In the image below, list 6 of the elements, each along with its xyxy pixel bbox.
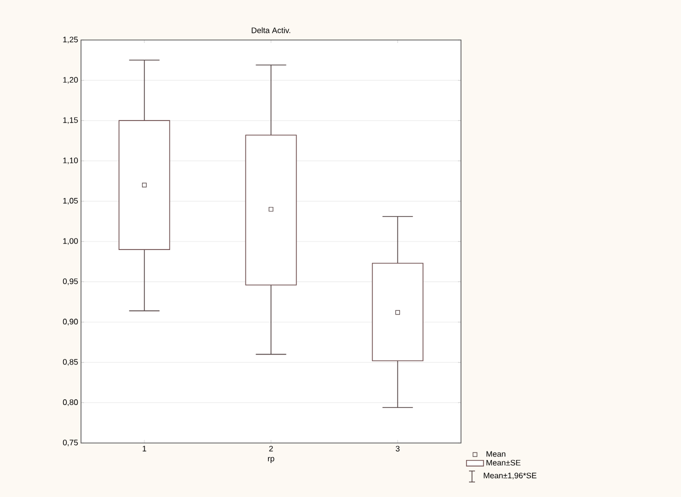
bar	[118, 120, 170, 250]
point	[395, 310, 400, 315]
point	[142, 182, 147, 188]
bar	[245, 134, 297, 286]
point	[268, 206, 274, 212]
bar	[372, 262, 424, 362]
